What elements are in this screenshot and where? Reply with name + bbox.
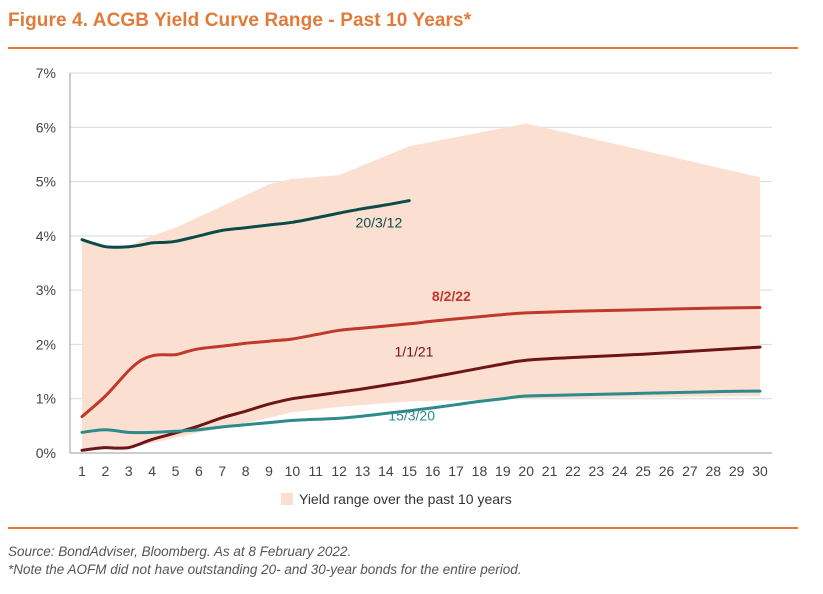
x-tick-label: 25: [635, 463, 651, 479]
series-label: 1/1/21: [395, 343, 434, 359]
legend: Yield range over the past 10 years: [281, 491, 512, 507]
y-tick-label: 6%: [36, 119, 56, 135]
series-label: 8/2/22: [432, 288, 471, 304]
axes: 0%1%2%3%4%5%6%7%1 2 3 4 5 6 7 8 9 10 11 12 13 14 15 16 1…: [36, 65, 772, 479]
y-tick-label: 4%: [36, 228, 56, 244]
y-tick-label: 7%: [36, 65, 56, 81]
x-tick-label: 26: [659, 463, 675, 479]
x-tick-label: 1: [78, 463, 86, 479]
x-tick-label: 16: [425, 463, 441, 479]
series-labels: 20/3/12 8/2/22 1/1/21 15/3/20: [356, 215, 472, 424]
x-tick-label: 6: [195, 463, 203, 479]
x-tick-label: 7: [218, 463, 226, 479]
x-tick-label: 10: [285, 463, 301, 479]
y-tick-label: 5%: [36, 174, 56, 190]
x-tick-label: 13: [355, 463, 371, 479]
x-tick-label: 29: [729, 463, 745, 479]
x-tick-label: 27: [682, 463, 698, 479]
series-line-1: [80, 306, 762, 419]
y-tick-label: 0%: [36, 445, 56, 461]
x-tick-label: 5: [172, 463, 180, 479]
x-tick-label: 12: [331, 463, 347, 479]
legend-swatch: [281, 493, 293, 505]
chart-notes: Source: BondAdviser, Bloomberg. As at 8 …: [8, 543, 522, 579]
range-area-layer: [82, 123, 760, 451]
x-tick-label: 11: [309, 463, 324, 479]
series-lines: [80, 199, 762, 452]
x-tick-label: 17: [448, 463, 464, 479]
series-label: 20/3/12: [356, 215, 403, 231]
x-tick-label: 24: [612, 463, 628, 479]
x-tick-label: 28: [705, 463, 721, 479]
series-line-2: [80, 345, 762, 452]
figure-title: Figure 4. ACGB Yield Curve Range - Past …: [8, 10, 472, 31]
footnote: *Note the AOFM did not have outstanding …: [8, 562, 522, 577]
x-tick-label: 23: [589, 463, 605, 479]
x-tick-label: 20: [518, 463, 534, 479]
x-tick-label: 2: [101, 463, 109, 479]
x-tick-label: 30: [752, 463, 768, 479]
title-rule: [8, 47, 798, 49]
yield-range-area: [82, 123, 760, 451]
x-tick-label: 21: [542, 463, 558, 479]
x-tick-label: 18: [472, 463, 488, 479]
y-tick-label: 1%: [36, 391, 56, 407]
x-tick-label: 4: [148, 463, 156, 479]
series-line-0: [80, 199, 411, 249]
x-tick-label: 19: [495, 463, 511, 479]
y-tick-label: 3%: [36, 282, 56, 298]
series-label: 15/3/20: [388, 407, 435, 423]
series-line-3: [80, 389, 762, 435]
x-tick-label: 15: [402, 463, 418, 479]
x-tick-label: 9: [265, 463, 273, 479]
legend-label: Yield range over the past 10 years: [299, 491, 512, 507]
source-note: Source: BondAdviser, Bloomberg. As at 8 …: [8, 544, 352, 559]
x-tick-label: 22: [565, 463, 581, 479]
x-tick-label: 8: [242, 463, 250, 479]
x-tick-label: 3: [125, 463, 133, 479]
footer-rule: [8, 527, 798, 529]
y-tick-label: 2%: [36, 336, 56, 352]
x-tick-label: 14: [378, 463, 394, 479]
